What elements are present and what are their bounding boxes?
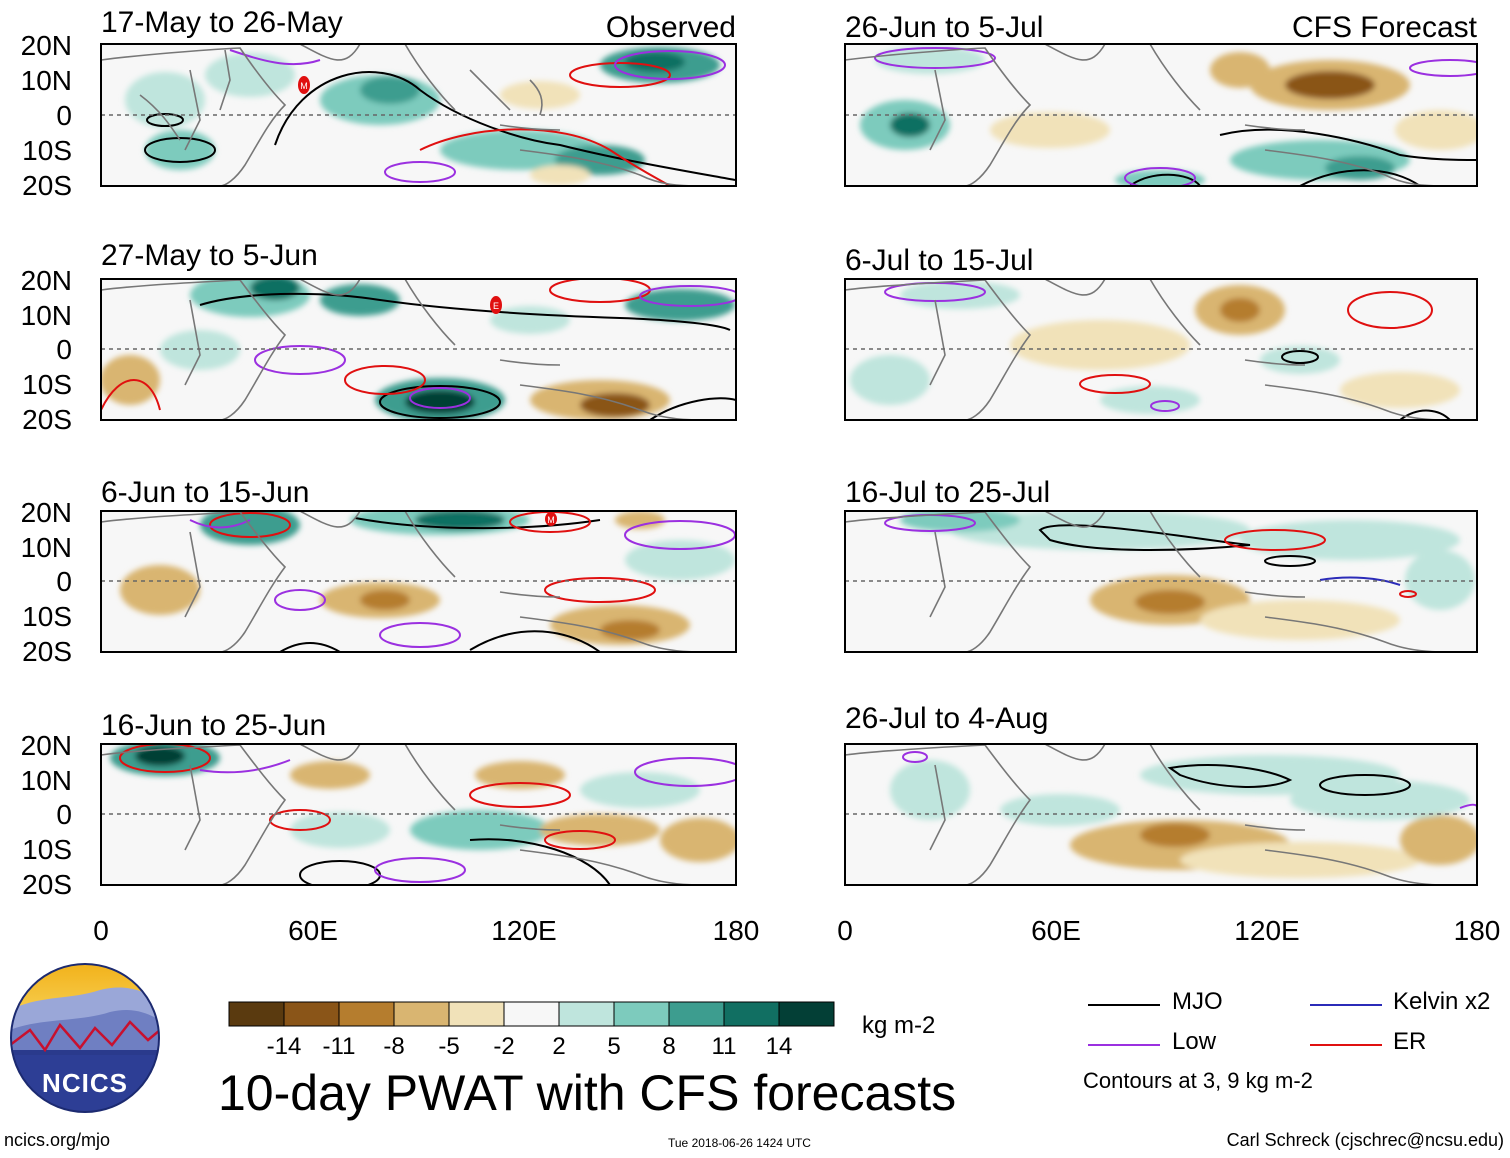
colorbar-swatch: [614, 1002, 669, 1026]
map-panel: 16-Jun to 25-Jun: [101, 709, 745, 889]
panel-title: 6-Jun to 15-Jun: [101, 476, 309, 509]
panel-title: 26-Jun to 5-Jul: [845, 11, 1043, 44]
lat-label: 10S: [22, 834, 72, 865]
colorbar-tick: 14: [766, 1033, 793, 1060]
figure-title: 10-day PWAT with CFS forecasts: [218, 1064, 956, 1122]
lon-label: 180: [713, 915, 760, 946]
lon-label: 60E: [288, 915, 338, 946]
map-panel: 6-Jul to 15-Jul: [845, 244, 1477, 420]
lat-label: 0: [56, 566, 72, 597]
panel-title: 27-May to 5-Jun: [101, 239, 318, 272]
legend-label-er: ER: [1393, 1028, 1426, 1056]
panel-title: 26-Jul to 4-Aug: [845, 702, 1048, 735]
lat-label: 20N: [21, 730, 72, 761]
colorbar-swatch: [449, 1002, 504, 1026]
lat-label: 10N: [21, 300, 72, 331]
colorbar-swatch: [229, 1002, 284, 1026]
lon-axis-labels: 0 60E 120E 180 0 60E 120E 180: [93, 915, 1500, 946]
colorbar: -14 -11 -8 -5 -2 2 5 8 11 14: [229, 1002, 834, 1060]
pwat-figure: Observed CFS Forecast 17-May to 26-May: [0, 0, 1510, 1158]
colorbar-tick: 2: [552, 1033, 565, 1060]
lat-label: 20S: [22, 170, 72, 201]
author-credit: Carl Schreck (cjschrec@ncsu.edu): [1227, 1130, 1504, 1151]
lat-label: 10N: [21, 765, 72, 796]
lat-label: 20N: [21, 30, 72, 61]
colorbar-swatches: [229, 1002, 834, 1026]
lat-label: 20S: [22, 636, 72, 667]
lat-label: 20S: [22, 404, 72, 435]
lat-label: 10S: [22, 135, 72, 166]
lon-label: 180: [1454, 915, 1501, 946]
panel-title: 17-May to 26-May: [101, 6, 343, 39]
colorbar-swatch: [669, 1002, 724, 1026]
lon-label: 120E: [491, 915, 556, 946]
observed-label: Observed: [606, 11, 736, 44]
lat-axis-labels: 20N 10N 0 10S 20S 20N 10N 0 10S 20S 20N …: [21, 30, 72, 900]
lon-label: 120E: [1234, 915, 1299, 946]
logo-text: NCICS: [42, 1068, 128, 1098]
legend-swatch-mjo: [1088, 1004, 1160, 1006]
colorbar-tick: 8: [662, 1033, 675, 1060]
colorbar-tick: -5: [438, 1033, 459, 1060]
lon-label: 0: [837, 915, 853, 946]
svg-text:M: M: [547, 515, 555, 525]
website-link[interactable]: ncics.org/mjo: [4, 1130, 110, 1151]
map-panel: 26-Jul to 4-Aug: [845, 702, 1480, 885]
er-marker: E: [490, 296, 502, 314]
panel-title: 16-Jul to 25-Jul: [845, 476, 1050, 509]
map-panel: 16-Jul to 25-Jul: [845, 476, 1477, 652]
forecast-label: CFS Forecast: [1292, 11, 1478, 44]
lat-label: 10S: [22, 601, 72, 632]
lat-label: 20S: [22, 869, 72, 900]
contour-note: Contours at 3, 9 kg m-2: [1083, 1068, 1313, 1094]
lon-label: 0: [93, 915, 109, 946]
colorbar-swatch: [779, 1002, 834, 1026]
colorbar-swatch: [724, 1002, 779, 1026]
colorbar-swatch: [559, 1002, 614, 1026]
mjo-marker: M: [298, 76, 310, 94]
colorbar-swatch: [339, 1002, 394, 1026]
colorbar-ticks: -14 -11 -8 -5 -2 2 5 8 11 14: [267, 1033, 793, 1060]
lat-label: 20N: [21, 265, 72, 296]
panel-title: 16-Jun to 25-Jun: [101, 709, 326, 742]
legend-swatch-er: [1310, 1044, 1382, 1046]
lat-label: 10S: [22, 369, 72, 400]
colorbar-tick: -8: [383, 1033, 404, 1060]
timestamp: Tue 2018-06-26 1424 UTC: [668, 1136, 811, 1150]
legend-label-low: Low: [1172, 1028, 1216, 1056]
lat-label: 10N: [21, 65, 72, 96]
ncics-logo: NCICS: [10, 964, 160, 1115]
map-panel: 27-May to 5-Jun: [100, 239, 740, 422]
map-panel: 6-Jun to 15-Jun: [101, 476, 736, 652]
colorbar-units: kg m-2: [862, 1012, 935, 1040]
lat-label: 0: [56, 100, 72, 131]
colorbar-tick: 5: [607, 1033, 620, 1060]
lat-label: 20N: [21, 497, 72, 528]
colorbar-swatch: [394, 1002, 449, 1026]
panel-title: 6-Jul to 15-Jul: [845, 244, 1033, 277]
colorbar-tick: -11: [323, 1033, 356, 1060]
legend-label-kelvin: Kelvin x2: [1393, 988, 1490, 1016]
lat-label: 0: [56, 799, 72, 830]
legend-swatch-kelvin: [1310, 1004, 1382, 1006]
legend-label-mjo: MJO: [1172, 988, 1223, 1016]
colorbar-swatch: [504, 1002, 559, 1026]
colorbar-tick: -2: [493, 1033, 514, 1060]
lat-label: 10N: [21, 532, 72, 563]
mjo-marker: M: [545, 512, 557, 526]
lon-label: 60E: [1031, 915, 1081, 946]
svg-text:M: M: [300, 81, 308, 91]
lat-label: 0: [56, 334, 72, 365]
svg-text:E: E: [493, 301, 499, 311]
colorbar-tick: 11: [712, 1033, 737, 1060]
colorbar-tick: -14: [267, 1033, 302, 1060]
legend-swatch-low: [1088, 1044, 1160, 1046]
colorbar-swatch: [284, 1002, 339, 1026]
